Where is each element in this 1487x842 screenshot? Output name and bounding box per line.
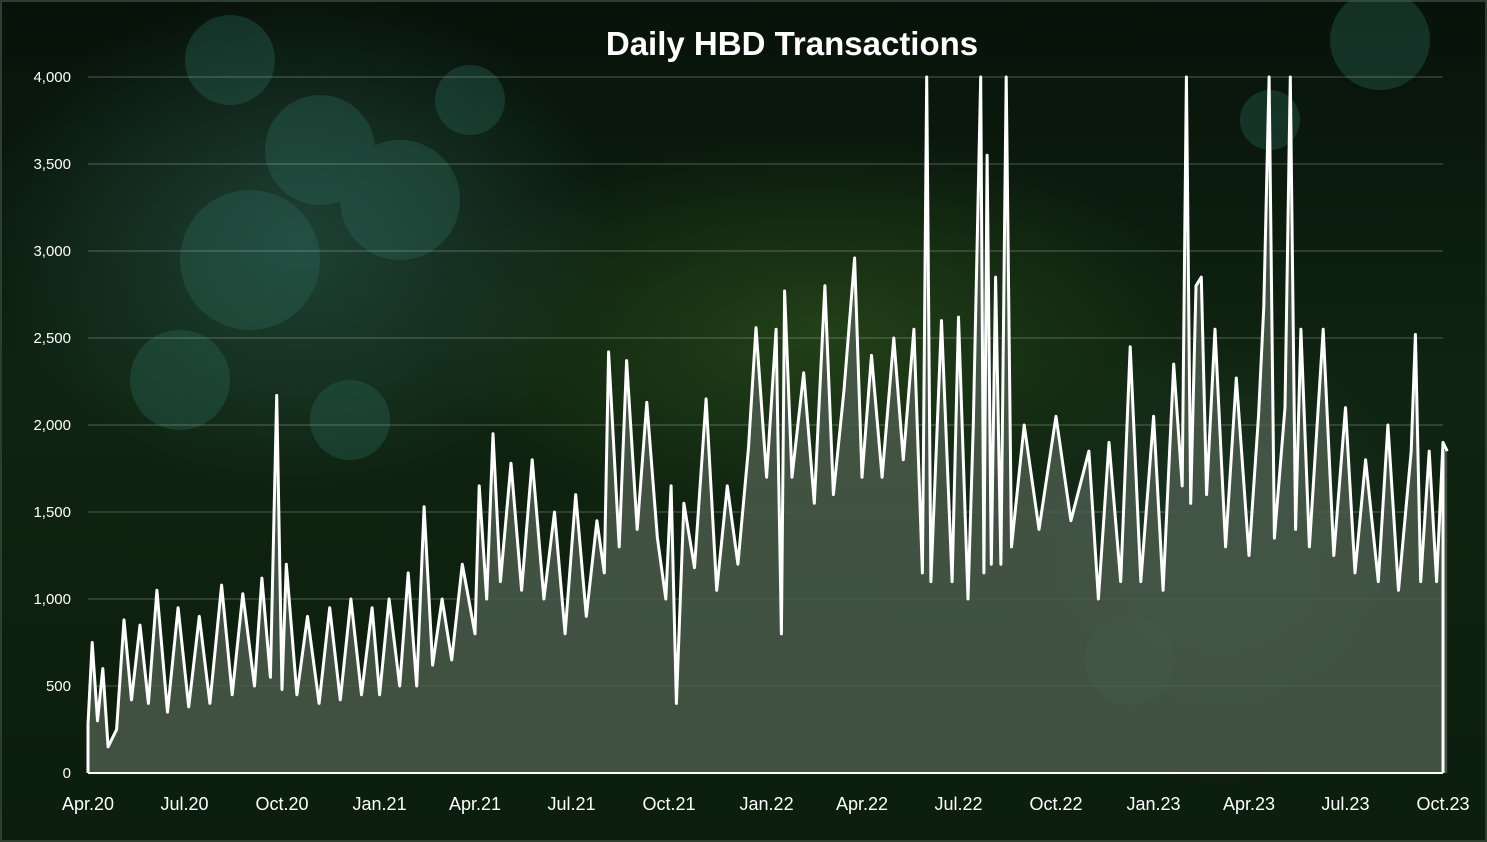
y-tick-label: 0 bbox=[63, 765, 71, 782]
x-tick-label: Jan.21 bbox=[353, 794, 407, 814]
x-tick-label: Apr.20 bbox=[62, 794, 114, 814]
x-tick-label: Oct.21 bbox=[643, 794, 696, 814]
background-bubble bbox=[310, 380, 390, 460]
y-tick-label: 3,000 bbox=[33, 243, 71, 260]
x-tick-label: Jul.22 bbox=[934, 794, 982, 814]
x-tick-label: Jul.21 bbox=[547, 794, 595, 814]
background-bubble bbox=[265, 95, 375, 205]
background-decoration bbox=[130, 0, 1430, 705]
y-tick-label: 2,000 bbox=[33, 417, 71, 434]
x-tick-label: Oct.23 bbox=[1416, 794, 1469, 814]
y-tick-label: 3,500 bbox=[33, 156, 71, 173]
background-bubble bbox=[180, 190, 320, 330]
x-tick-label: Oct.22 bbox=[1029, 794, 1082, 814]
series-layer bbox=[86, 75, 1449, 774]
background-bubble bbox=[1330, 0, 1430, 90]
x-tick-label: Apr.22 bbox=[836, 794, 888, 814]
background-bubble bbox=[435, 65, 505, 135]
background-bubble bbox=[185, 15, 275, 105]
background-bubble bbox=[340, 140, 460, 260]
x-tick-label: Jan.23 bbox=[1127, 794, 1181, 814]
y-tick-label: 1,500 bbox=[33, 504, 71, 521]
x-tick-label: Jul.23 bbox=[1321, 794, 1369, 814]
y-tick-label: 1,000 bbox=[33, 591, 71, 608]
x-tick-label: Jul.20 bbox=[160, 794, 208, 814]
y-axis-ticks: 0 500 1,000 1,500 2,000 2,500 3,000 3,500 4,000 bbox=[33, 69, 71, 782]
chart-title: Daily HBD Transactions bbox=[606, 25, 978, 62]
x-tick-label: Apr.23 bbox=[1223, 794, 1275, 814]
x-tick-label: Jan.22 bbox=[740, 794, 794, 814]
series-line bbox=[86, 75, 1449, 749]
y-tick-label: 2,500 bbox=[33, 330, 71, 347]
x-tick-label: Apr.21 bbox=[449, 794, 501, 814]
x-axis-ticks: Apr.20 Jul.20 Oct.20 Jan.21 Apr.21 Jul.21 Oct.… bbox=[62, 794, 1470, 814]
y-tick-label: 500 bbox=[46, 678, 71, 695]
x-tick-label: Oct.20 bbox=[256, 794, 309, 814]
background-bubble bbox=[130, 330, 230, 430]
y-tick-label: 4,000 bbox=[33, 69, 71, 86]
